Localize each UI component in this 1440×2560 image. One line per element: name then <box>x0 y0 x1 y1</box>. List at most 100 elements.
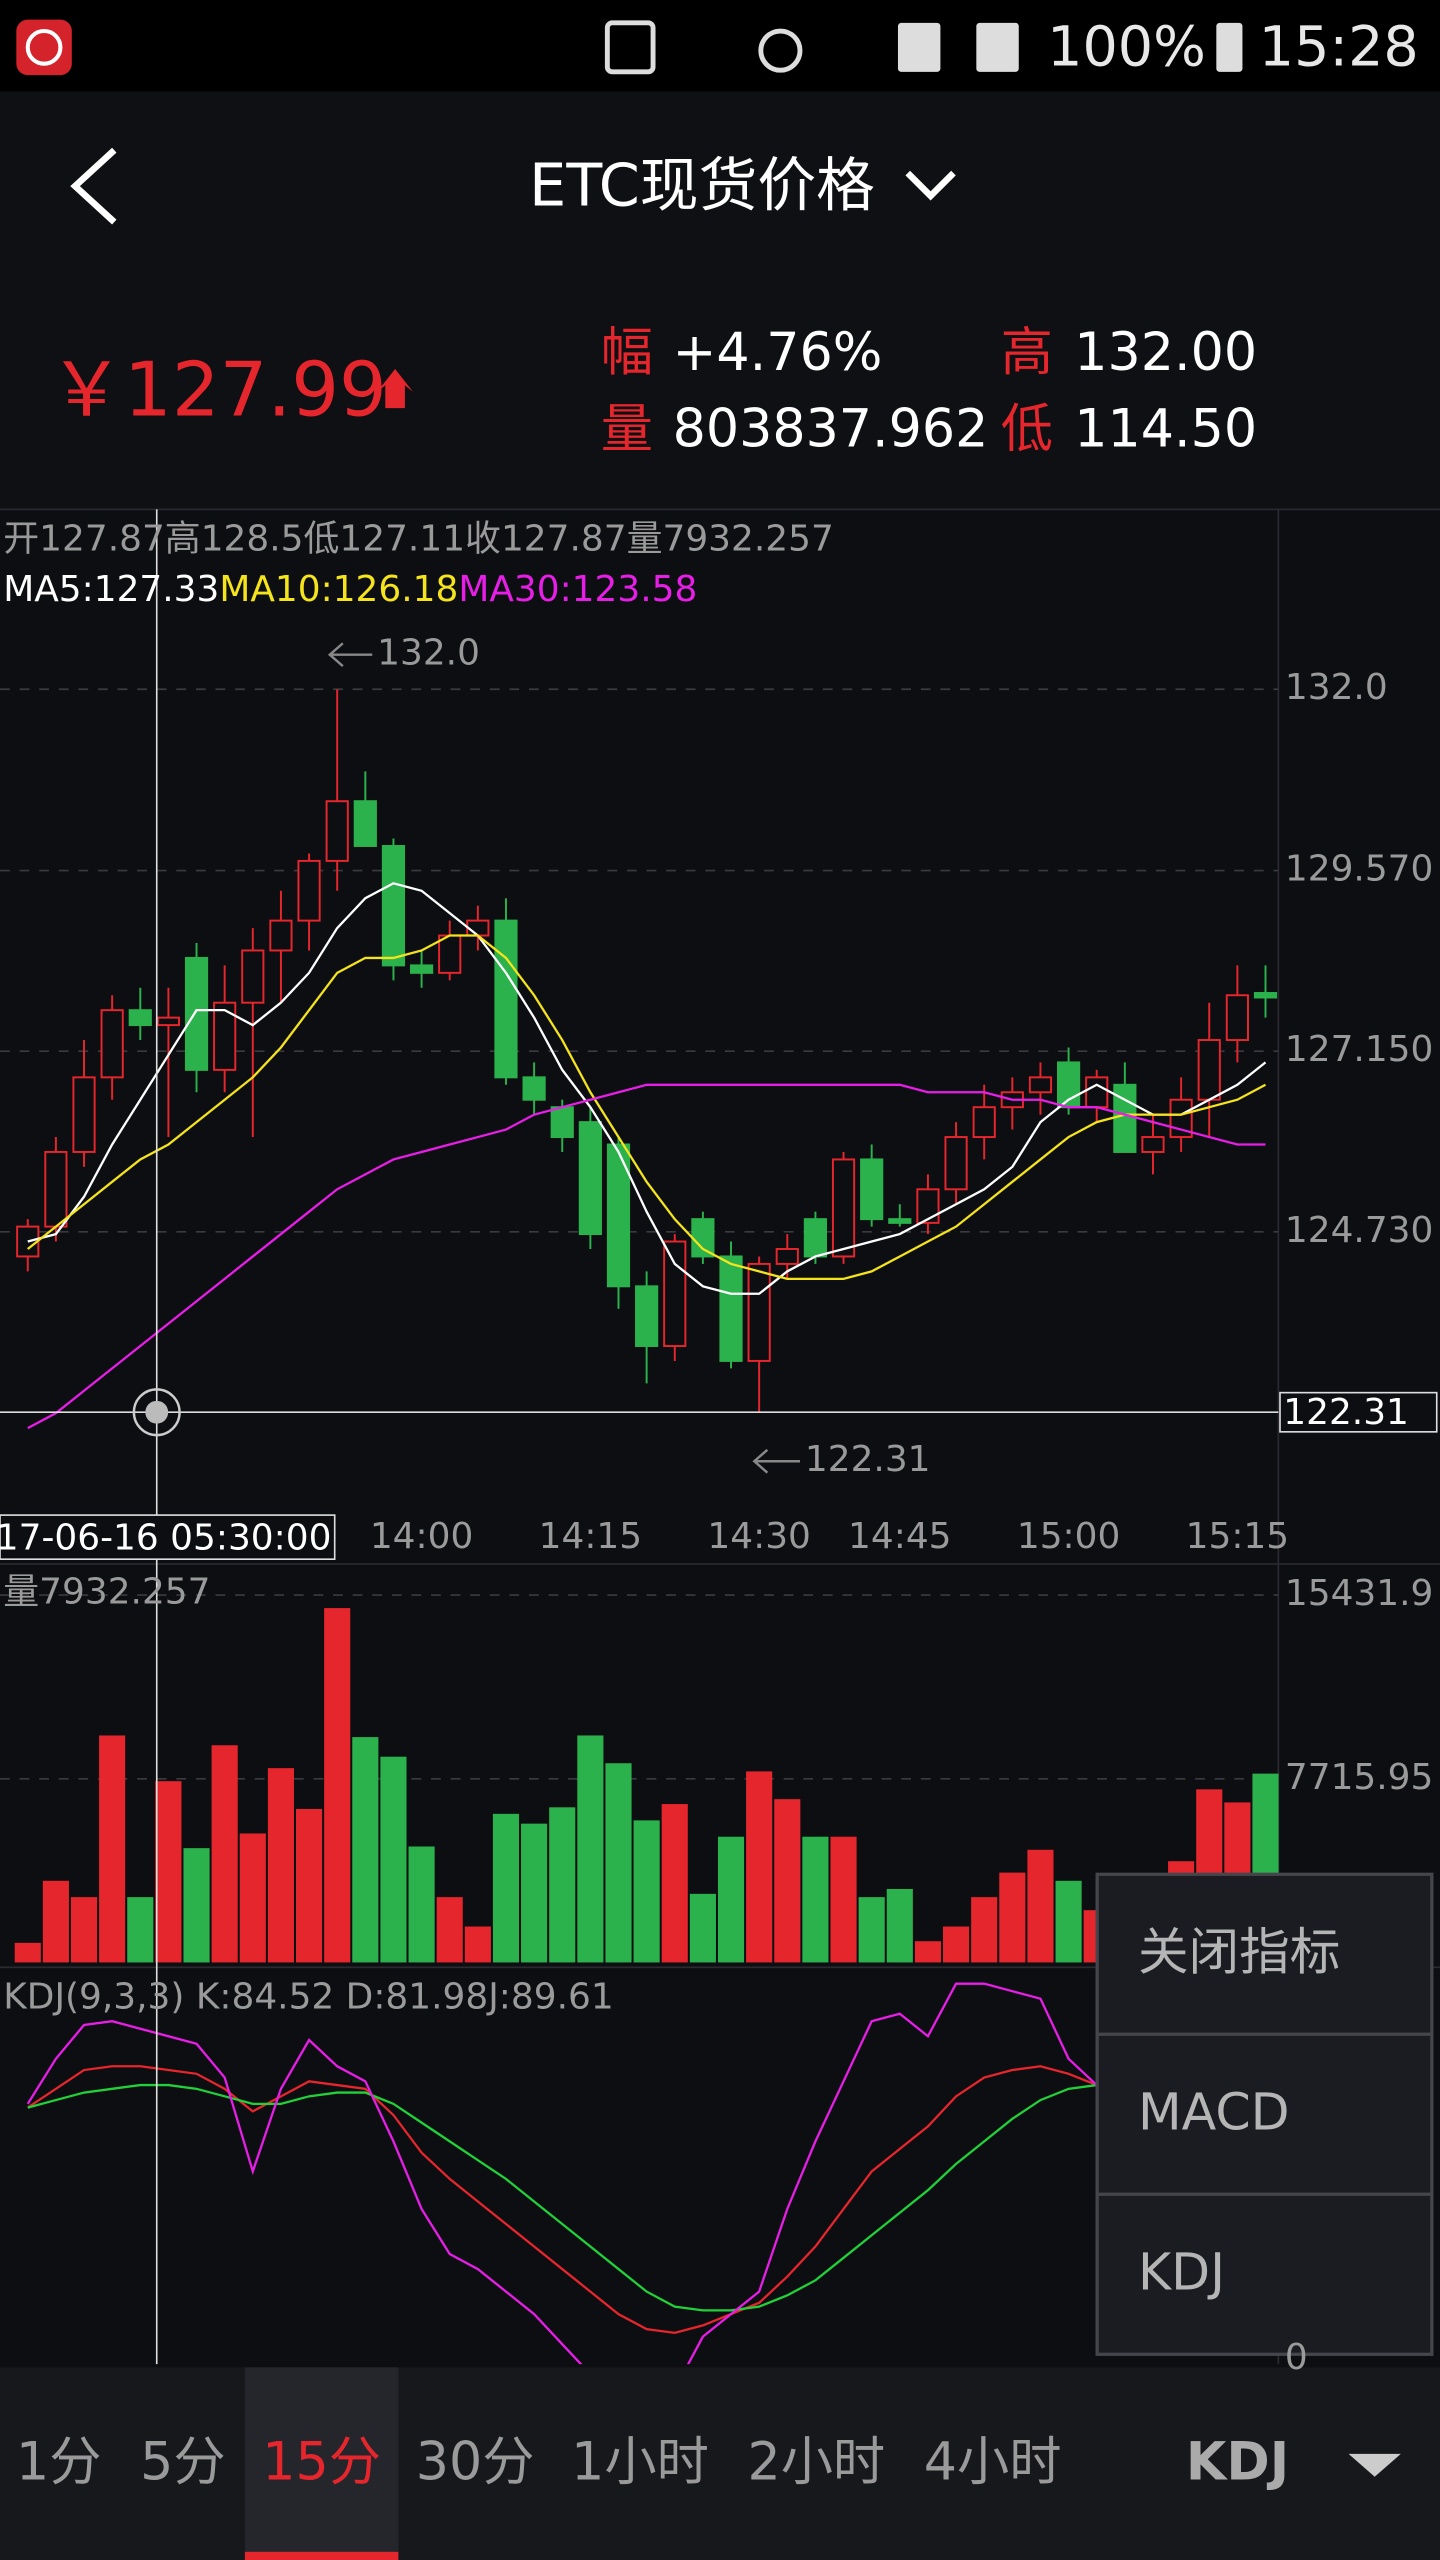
sim-icon <box>897 22 941 72</box>
candle-body <box>691 1218 715 1258</box>
legend-entry: MA30:123.58 <box>458 569 697 610</box>
candle-body <box>550 1106 574 1139</box>
ticker-value: 803837.962 <box>673 400 989 460</box>
volume-bar <box>267 1768 294 1963</box>
low-marker-arrow <box>752 1448 800 1474</box>
x-tick-label: 14:15 <box>539 1516 642 1557</box>
volume-bar <box>717 1836 745 1963</box>
tab-underline <box>244 2551 399 2560</box>
high-marker: 132.0 <box>377 633 480 674</box>
candle-body <box>972 1106 996 1139</box>
volume-bar <box>914 1941 941 1963</box>
header <box>0 91 1440 510</box>
y-tick-label: 7715.95 <box>1285 1757 1433 1798</box>
volume-bar <box>324 1608 351 1963</box>
volume-bar <box>352 1737 379 1963</box>
candle-body <box>325 800 349 862</box>
tab[interactable]: 1小时 <box>571 2432 709 2492</box>
candle-body <box>916 1188 940 1224</box>
ohlc-info: 开127.87高128.5低127.11收127.87量7932.257 <box>3 518 834 559</box>
volume-bar <box>296 1808 323 1963</box>
candle-body <box>635 1285 659 1347</box>
low-marker: 122.31 <box>805 1439 931 1480</box>
candle-body <box>522 1076 546 1101</box>
volume-bar <box>239 1833 266 1963</box>
candle-body <box>213 1001 237 1071</box>
ticker-label: 高 <box>1001 323 1053 383</box>
indicator-dropdown[interactable] <box>1348 2453 1401 2477</box>
tab[interactable]: 2小时 <box>747 2432 885 2492</box>
candle-body <box>1197 1039 1221 1101</box>
ticker-label: 幅 <box>601 323 653 383</box>
menu-item[interactable]: 关闭指标 <box>1138 1922 1340 1981</box>
volume-bar <box>14 1942 41 1963</box>
back-button[interactable] <box>70 147 117 225</box>
volume-bar <box>127 1897 154 1963</box>
y-tick-label: 15431.9 <box>1285 1573 1433 1614</box>
volume-bar <box>464 1926 491 1963</box>
volume-bar <box>155 1781 182 1963</box>
title-dropdown[interactable] <box>905 170 956 201</box>
status-icons <box>604 20 1243 75</box>
page-title[interactable]: ETC现货价格 <box>529 150 875 219</box>
ma-line <box>27 882 1267 1295</box>
candle-body <box>353 800 377 847</box>
candle-body <box>1141 1136 1165 1153</box>
candle-body <box>1085 1076 1109 1109</box>
volume-bar <box>183 1848 210 1963</box>
sim-icon <box>976 22 1019 72</box>
volume-bar <box>211 1745 238 1963</box>
candle-body <box>1225 994 1249 1042</box>
candle-body <box>409 964 434 974</box>
ma-line <box>27 1083 1266 1430</box>
ticker-label: 低 <box>1001 400 1053 460</box>
clock: 15:28 <box>1259 15 1419 80</box>
volume-title: 量7932.257 <box>3 1571 210 1612</box>
ticker-label: 量 <box>601 400 653 460</box>
menu-item[interactable]: MACD <box>1138 2082 1290 2141</box>
candle-body <box>606 1143 631 1288</box>
x-tick-label: 15:15 <box>1186 1516 1289 1557</box>
candle-body <box>466 919 490 937</box>
volume-bar <box>943 1926 970 1963</box>
tab[interactable]: 15分 <box>262 2432 381 2492</box>
menu-item[interactable]: KDJ <box>1138 2242 1225 2301</box>
ticker-value: 114.50 <box>1074 400 1257 460</box>
candle-body <box>128 1009 152 1027</box>
volume-bar <box>1055 1880 1082 1963</box>
candle-body <box>719 1255 743 1362</box>
high-marker-arrow <box>327 642 373 668</box>
volume-bar <box>549 1807 576 1963</box>
candle-body <box>1253 992 1278 999</box>
candle-body <box>578 1121 602 1236</box>
volume-bar <box>521 1823 548 1963</box>
indicator-tab[interactable]: KDJ <box>1186 2432 1289 2492</box>
tab[interactable]: 5分 <box>140 2432 225 2492</box>
volume-bar <box>380 1756 407 1963</box>
candle-body <box>803 1218 828 1258</box>
tab[interactable]: 4小时 <box>924 2432 1062 2492</box>
crosshair-time: 2017-06-16 05:30:00 <box>0 1518 331 1559</box>
crosshair-price: 122.31 <box>1283 1392 1409 1433</box>
volume-bar <box>971 1897 998 1963</box>
volume-bar <box>42 1880 69 1963</box>
battery-icon <box>1216 22 1243 72</box>
candle-body <box>184 956 209 1071</box>
kdj-line <box>27 2038 1266 2335</box>
y-tick-label: 129.570 <box>1285 849 1433 890</box>
tab[interactable]: 30分 <box>416 2432 535 2492</box>
ma-line <box>27 934 1267 1280</box>
app-icon-glyph <box>25 28 63 66</box>
candle-body <box>944 1136 968 1191</box>
volume-bar <box>436 1897 463 1963</box>
kdj-title: KDJ(9,3,3) K:84.52 D:81.98J:89.61 <box>3 1976 613 2017</box>
indicator-menu: 关闭指标 MACD KDJ <box>1095 1872 1434 2356</box>
kdj-plot <box>26 1982 1266 2365</box>
ticker-value: 132.00 <box>1074 323 1257 383</box>
volume-bar <box>577 1735 604 1963</box>
price-plot <box>0 688 1279 1430</box>
tab[interactable]: 1分 <box>16 2432 101 2492</box>
battery-text: 100% <box>1047 15 1206 80</box>
